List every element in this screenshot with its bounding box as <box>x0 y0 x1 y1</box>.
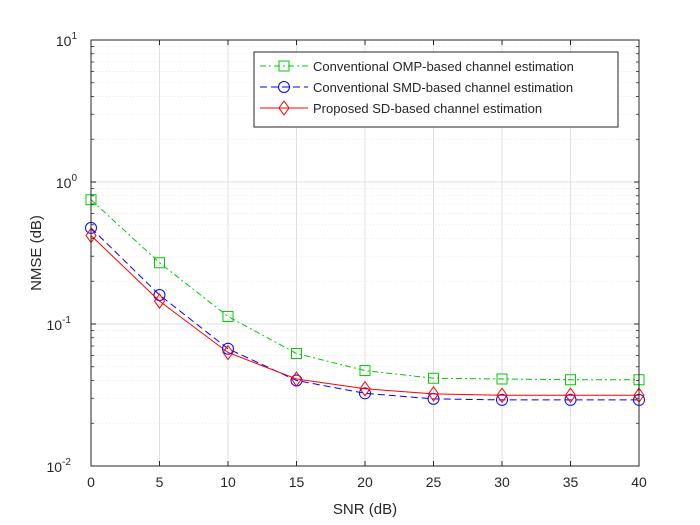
data-point-marker <box>428 372 439 384</box>
data-point-marker <box>496 373 508 385</box>
data-point-marker <box>222 344 234 361</box>
legend-swatch-marker <box>278 100 290 116</box>
data-point-marker <box>564 387 577 404</box>
data-point-marker <box>427 386 440 402</box>
legend-entry-label: Proposed SD-based channel estimation <box>313 101 542 116</box>
data-point-marker <box>359 365 371 377</box>
legend-entry-label: Conventional SMD-based channel estimatio… <box>313 80 573 95</box>
y-tick-exponent: -2 <box>62 457 71 468</box>
data-point-marker <box>427 392 440 405</box>
series-layer <box>85 194 645 406</box>
data-point-marker <box>291 347 302 359</box>
y-tick-label: 10-1 <box>47 315 72 333</box>
y-tick-label: 10-2 <box>47 457 72 475</box>
x-tick-label: 10 <box>220 474 236 490</box>
y-tick-base: 10 <box>47 459 63 475</box>
data-point-marker <box>565 374 576 386</box>
data-point-marker <box>359 387 371 400</box>
data-point-marker <box>564 393 577 406</box>
data-point-marker <box>154 257 165 269</box>
y-tick-base: 10 <box>56 175 72 191</box>
x-axis-label: SNR (dB) <box>333 501 397 518</box>
legend-swatch-marker <box>278 60 290 72</box>
legend-box <box>253 51 619 128</box>
legend-entry-label: Conventional OMP-based channel estimatio… <box>313 59 574 74</box>
x-tick-label: 0 <box>87 474 95 490</box>
y-axis-label: NMSE (dB) <box>28 215 45 291</box>
y-tick-exponent: 0 <box>71 173 77 184</box>
data-point-marker <box>153 293 166 309</box>
x-tick-label: 40 <box>631 474 647 490</box>
legend-swatch-marker <box>278 81 290 93</box>
x-tick-label: 20 <box>357 474 373 490</box>
data-point-marker <box>496 387 508 404</box>
y-tick-base: 10 <box>47 317 63 333</box>
x-tick-label: 5 <box>156 474 164 490</box>
x-tick-label: 35 <box>563 474 579 490</box>
data-point-marker <box>359 380 371 397</box>
series-line <box>90 199 639 381</box>
x-tick-label: 30 <box>494 474 510 490</box>
series-line <box>90 227 639 401</box>
y-tick-label: 101 <box>56 31 78 49</box>
legend: Conventional OMP-based channel estimatio… <box>253 51 619 128</box>
y-tick-exponent: 1 <box>71 31 77 42</box>
y-tick-exponent: -1 <box>62 315 71 326</box>
x-tick-label: 25 <box>426 474 442 490</box>
x-tick-label: 15 <box>289 474 305 490</box>
data-point-marker <box>222 310 234 322</box>
series-line <box>90 235 639 396</box>
y-tick-base: 10 <box>56 33 72 49</box>
data-point-marker <box>496 393 508 406</box>
y-tick-label: 100 <box>56 173 78 191</box>
data-point-marker <box>290 371 303 387</box>
